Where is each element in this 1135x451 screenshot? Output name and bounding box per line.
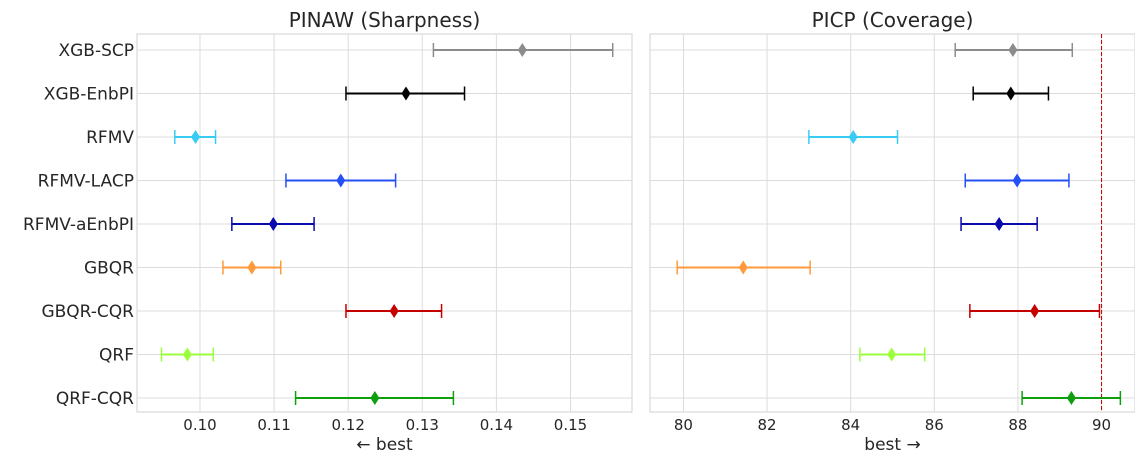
category-label-rfmv-aenbpi: RFMV-aEnbPI (23, 215, 134, 235)
point-marker-rfmv (191, 130, 201, 144)
x-tick-label: 0.14 (480, 416, 513, 434)
x-tick-label: 88 (1008, 416, 1027, 434)
x-tick-label: 86 (925, 416, 944, 434)
point-marker-xgb-enbpi (1006, 86, 1016, 101)
x-tick-label: 0.10 (183, 416, 216, 434)
point-marker-xgb-enbpi (401, 86, 411, 101)
picp-title: PICP (Coverage) (812, 8, 974, 32)
category-label-gbqr: GBQR (84, 259, 134, 279)
picp-errorbars (676, 43, 1122, 405)
category-label-qrf: QRF (99, 346, 134, 366)
point-marker-rfmv-lacp (336, 173, 346, 188)
x-tick-label: 0.15 (554, 416, 587, 434)
x-tick-label: 0.13 (406, 416, 439, 434)
x-tick-label: 82 (758, 416, 777, 434)
pinaw-title: PINAW (Sharpness) (289, 8, 481, 32)
pinaw-x-axis-label: ← best (356, 435, 413, 451)
category-label-qrf-cqr: QRF-CQR (56, 389, 134, 409)
point-marker-rfmv-aenbpi (268, 217, 278, 231)
picp-panel: 80 82 84 86 88 90 PICP (Coverage) best → (649, 8, 1135, 451)
x-tick-label: 80 (674, 416, 693, 434)
point-marker-gbqr (738, 260, 748, 275)
point-marker-rfmv (848, 130, 858, 144)
x-tick-label: 0.12 (331, 416, 364, 434)
pinaw-errorbars (160, 43, 614, 405)
point-marker-qrf (182, 347, 192, 362)
point-marker-qrf-cqr (370, 391, 380, 405)
point-marker-gbqr (247, 260, 257, 275)
pinaw-category-labels: XGB-SCP XGB-EnbPI RFMV RFMV-LACP RFMV-aEnbPI… (23, 41, 134, 409)
point-marker-gbqr-cqr (1030, 304, 1040, 318)
point-marker-qrf (887, 347, 897, 362)
category-label-xgb-scp: XGB-SCP (58, 41, 134, 61)
pinaw-panel: 0.10 0.11 0.12 0.13 0.14 0.15 XGB-SCP XGB-EnbP… (23, 8, 633, 451)
x-tick-label: 84 (841, 416, 860, 434)
pinaw-plot-area (136, 33, 633, 413)
point-marker-xgb-scp (1008, 43, 1018, 57)
category-label-xgb-enbpi: XGB-EnbPI (44, 85, 134, 105)
point-marker-rfmv-lacp (1012, 173, 1022, 188)
picp-x-ticks: 80 82 84 86 88 90 (674, 416, 1111, 434)
picp-x-axis-label: best → (864, 435, 920, 451)
category-label-rfmv-lacp: RFMV-LACP (38, 172, 134, 192)
point-marker-rfmv-aenbpi (994, 217, 1004, 231)
point-marker-xgb-scp (517, 43, 527, 57)
category-label-rfmv: RFMV (86, 128, 134, 148)
category-label-gbqr-cqr: GBQR-CQR (41, 302, 134, 322)
point-marker-gbqr-cqr (389, 304, 399, 318)
pinaw-x-ticks: 0.10 0.11 0.12 0.13 0.14 0.15 (183, 416, 587, 434)
x-tick-label: 90 (1092, 416, 1111, 434)
x-tick-label: 0.11 (257, 416, 290, 434)
point-marker-qrf-cqr (1066, 391, 1076, 405)
